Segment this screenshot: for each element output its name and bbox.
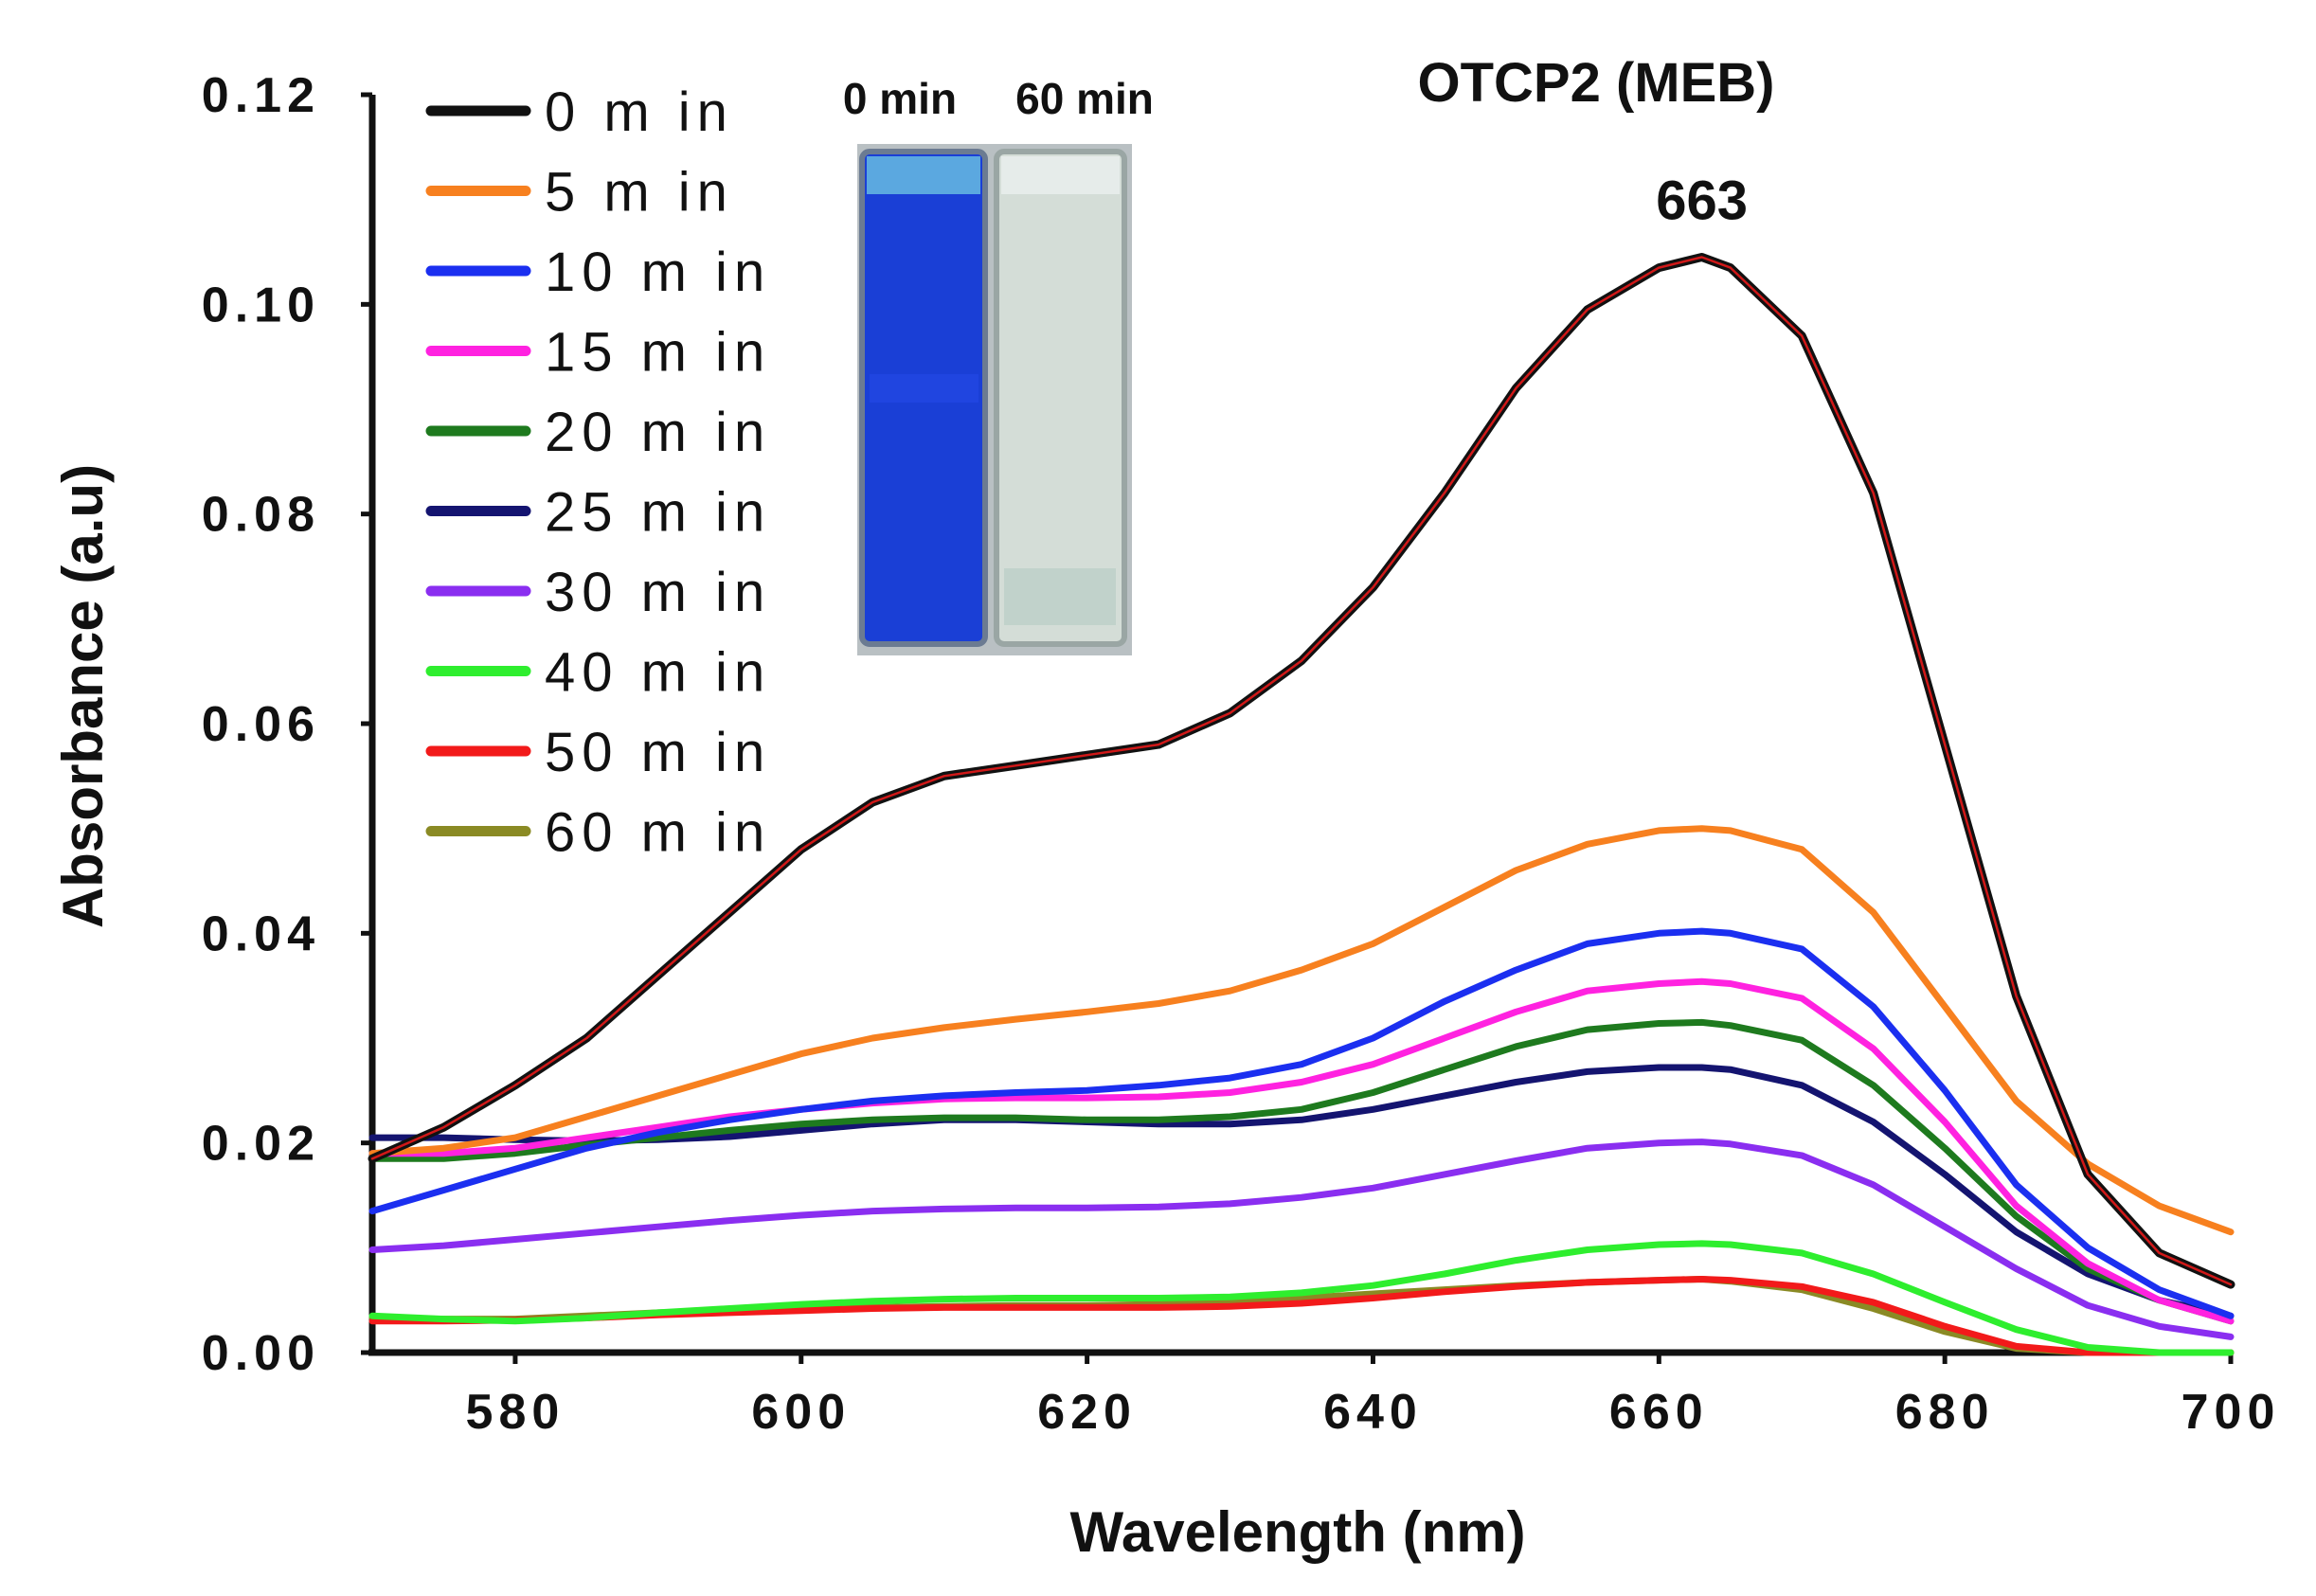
cuvette-0min-band bbox=[870, 374, 978, 403]
legend-label: 25 m in bbox=[545, 482, 771, 544]
legend: 0 m in 5 m in 10 m in 15 m in 20 m in 25 m in… bbox=[425, 81, 771, 864]
legend-label: 0 m in bbox=[545, 81, 734, 143]
y-axis-title: Absorbance (a.u) bbox=[51, 464, 115, 928]
cuvette-60min-band bbox=[1004, 568, 1116, 625]
cuvette-60min bbox=[994, 149, 1127, 647]
legend-entry-3: 15 m in bbox=[425, 322, 771, 384]
y-tick-label: 0.10 bbox=[202, 278, 320, 332]
peak-annotation: 663 bbox=[1656, 170, 1748, 232]
legend-entry-8: 50 m in bbox=[425, 722, 771, 783]
series-line-1 bbox=[368, 825, 2235, 1236]
legend-entry-2: 10 m in bbox=[425, 242, 771, 303]
chart-title: OTCP2 (MEB) bbox=[1418, 52, 1775, 114]
x-tick-label: 600 bbox=[751, 1385, 851, 1440]
series-line-5 bbox=[368, 1064, 2235, 1319]
legend-label: 20 m in bbox=[545, 402, 771, 463]
y-tick-label: 0.08 bbox=[202, 488, 320, 543]
series-line-6 bbox=[368, 1139, 2235, 1340]
series-line-7 bbox=[368, 1240, 2235, 1356]
y-tick-label: 0.04 bbox=[202, 906, 320, 961]
y-tick-label: 0.12 bbox=[202, 68, 320, 123]
series-line-3 bbox=[368, 977, 2235, 1325]
legend-label: 5 m in bbox=[545, 162, 734, 224]
x-tick-label: 640 bbox=[1323, 1385, 1423, 1440]
series-layer bbox=[368, 253, 2235, 1356]
legend-label: 50 m in bbox=[545, 722, 771, 783]
x-axis-title: Wavelength (nm) bbox=[1069, 1500, 1525, 1564]
legend-entry-7: 40 m in bbox=[425, 642, 771, 704]
legend-label: 30 m in bbox=[545, 562, 771, 623]
cuvette-inset: 0 min 60 min bbox=[843, 74, 1154, 655]
series-line-2 bbox=[368, 927, 2235, 1319]
inset-label-60min: 60 min bbox=[1015, 74, 1154, 123]
legend-label: 10 m in bbox=[545, 242, 771, 303]
legend-entry-9: 60 m in bbox=[425, 802, 771, 864]
cuvette-0min-cap bbox=[867, 156, 980, 194]
x-tick-label: 680 bbox=[1895, 1385, 1995, 1440]
series-line-4 bbox=[368, 1018, 2235, 1325]
y-tick-label: 0.00 bbox=[202, 1326, 320, 1381]
x-tick-label: 660 bbox=[1609, 1385, 1709, 1440]
legend-label: 60 m in bbox=[545, 802, 771, 864]
legend-entry-6: 30 m in bbox=[425, 562, 771, 623]
legend-entry-4: 20 m in bbox=[425, 402, 771, 463]
series-line-0-core bbox=[370, 256, 2233, 1286]
legend-label: 15 m in bbox=[545, 322, 771, 384]
axes: 580 600 620 640 660 680 700 0.00 0.02 0.04 0.06 0.0… bbox=[202, 68, 2281, 1440]
cuvette-60min-cap bbox=[1001, 156, 1120, 194]
x-tick-label: 620 bbox=[1037, 1385, 1137, 1440]
inset-label-0min: 0 min bbox=[843, 74, 957, 123]
legend-label: 40 m in bbox=[545, 642, 771, 704]
legend-entry-1: 5 m in bbox=[425, 162, 734, 224]
y-tick-label: 0.06 bbox=[202, 697, 320, 752]
x-tick-label: 700 bbox=[2181, 1385, 2281, 1440]
y-tick-label: 0.02 bbox=[202, 1117, 320, 1172]
x-tick-label: 580 bbox=[466, 1385, 566, 1440]
legend-entry-5: 25 m in bbox=[425, 482, 771, 544]
legend-entry-0: 0 m in bbox=[425, 81, 734, 143]
